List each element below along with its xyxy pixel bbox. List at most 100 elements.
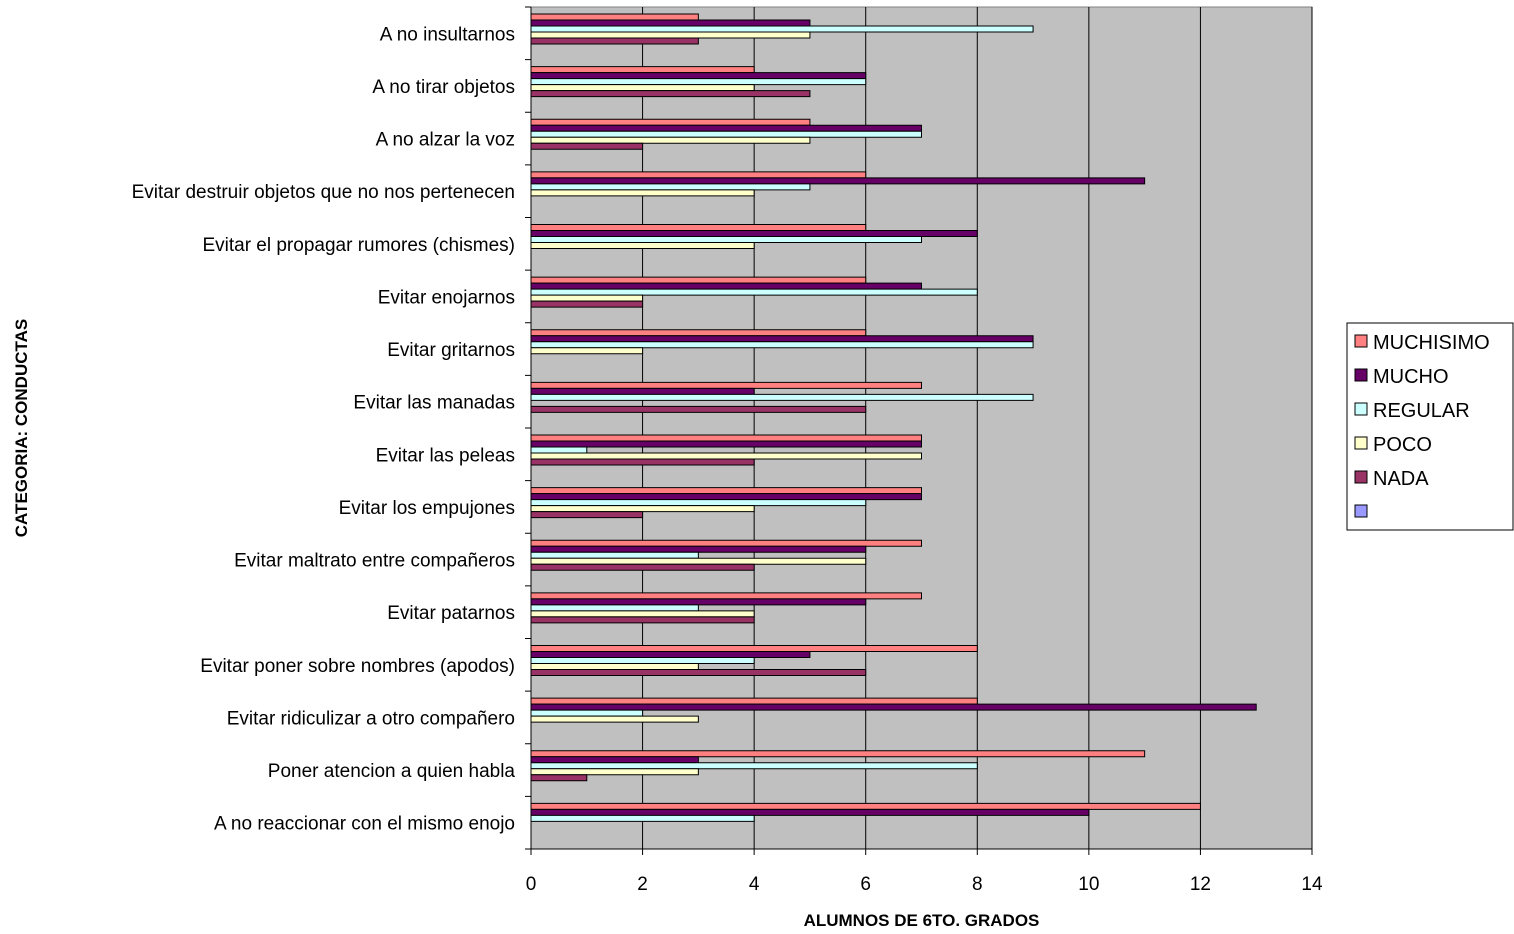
- category-label: Evitar las manadas: [353, 393, 515, 414]
- bar: [530, 604, 699, 612]
- bar: [530, 651, 811, 658]
- legend-swatch: [1354, 504, 1368, 518]
- x-tick-label: 8: [972, 874, 983, 895]
- bar: [530, 171, 867, 179]
- bar: [530, 84, 755, 92]
- bar: [530, 276, 867, 284]
- bar: [530, 31, 811, 39]
- category-label: Evitar enojarnos: [378, 287, 515, 308]
- bar: [530, 434, 922, 442]
- bar: [530, 808, 1090, 816]
- category-label: Evitar destruir objetos que no nos perte…: [132, 182, 515, 203]
- x-tick-label: 10: [1078, 874, 1099, 895]
- bar: [530, 592, 922, 600]
- bar: [530, 224, 867, 231]
- category-label: Evitar gritarnos: [387, 340, 515, 361]
- bar: [530, 768, 699, 776]
- bar: [530, 347, 644, 355]
- bar: [530, 37, 699, 45]
- bar: [530, 177, 1146, 185]
- legend-label: NADA: [1373, 468, 1429, 490]
- bar: [530, 300, 644, 308]
- bar: [530, 645, 978, 652]
- category-label: Evitar patarnos: [387, 603, 515, 624]
- bar: [530, 329, 867, 337]
- bar: [530, 458, 755, 466]
- bar: [530, 90, 811, 98]
- bar: [530, 405, 867, 413]
- legend-label: POCO: [1373, 434, 1432, 456]
- category-label: A no tirar objetos: [372, 77, 515, 98]
- category-label: Evitar el propagar rumores (chismes): [202, 235, 515, 256]
- x-tick-labels: 0 2 4 6 8 10 12 14: [526, 874, 1323, 895]
- legend-swatch: [1354, 402, 1368, 416]
- legend-box: [1346, 322, 1514, 531]
- bar: [530, 697, 978, 705]
- category-label: Evitar las peleas: [376, 445, 515, 466]
- bar: [530, 242, 755, 249]
- bar: [530, 25, 1034, 33]
- bar: [530, 446, 588, 454]
- bar: [530, 657, 755, 664]
- bar: [530, 762, 978, 770]
- bar: [530, 230, 978, 237]
- legend-label: MUCHISIMO: [1373, 332, 1490, 354]
- bar: [530, 341, 1034, 349]
- category-label: Evitar ridiculizar a otro compañero: [227, 708, 515, 729]
- bar-marks: [530, 13, 1257, 822]
- bar: [530, 487, 922, 495]
- bar: [530, 598, 867, 606]
- bar: [530, 381, 922, 389]
- bar: [530, 13, 699, 21]
- bar: [530, 703, 1257, 711]
- bar: [530, 189, 755, 197]
- bar: [530, 282, 922, 290]
- bar: [530, 750, 1146, 758]
- y-axis-title: CATEGORIA: CONDUCTAS: [12, 319, 31, 537]
- category-labels: A no insultarnos A no tirar objetos A no a…: [132, 24, 516, 834]
- bar: [530, 78, 867, 86]
- bar: [530, 183, 811, 191]
- bar: [530, 557, 867, 565]
- legend-swatch: [1354, 334, 1368, 348]
- bar: [530, 118, 811, 126]
- x-axis-title: ALUMNOS DE 6TO. GRADOS: [804, 911, 1040, 930]
- bar: [530, 539, 922, 547]
- bar: [530, 616, 755, 624]
- legend-label: MUCHO: [1373, 366, 1449, 388]
- bar: [530, 130, 922, 138]
- bar: [530, 142, 644, 150]
- bar: [530, 563, 755, 571]
- category-label: Evitar poner sobre nombres (apodos): [200, 656, 515, 677]
- bar: [530, 774, 588, 782]
- bar: [530, 802, 1201, 810]
- axes: [525, 6, 1313, 855]
- category-label: A no alzar la voz: [376, 130, 515, 151]
- bar: [530, 511, 644, 519]
- bar: [530, 551, 699, 559]
- bar: [530, 709, 644, 717]
- bar: [530, 440, 922, 448]
- bar: [530, 493, 922, 501]
- bar: [530, 288, 978, 296]
- legend-label: REGULAR: [1373, 400, 1470, 422]
- legend-swatch: [1354, 470, 1368, 484]
- bar: [530, 335, 1034, 343]
- legend-swatch: [1354, 368, 1368, 382]
- bar: [530, 715, 699, 723]
- bar: [530, 499, 867, 507]
- bar: [530, 545, 867, 553]
- bar: [530, 814, 755, 822]
- legend: MUCHISIMO MUCHO REGULAR POCO NADA: [1346, 322, 1514, 531]
- category-label: Evitar maltrato entre compañeros: [234, 551, 515, 572]
- category-label: Evitar los empujones: [339, 498, 515, 519]
- bar: [530, 663, 699, 670]
- x-tick-label: 2: [637, 874, 648, 895]
- category-label: A no insultarnos: [380, 24, 515, 45]
- bar: [530, 756, 699, 764]
- bar: [530, 66, 755, 74]
- bar: [530, 236, 922, 243]
- category-label: Poner atencion a quien habla: [268, 761, 516, 782]
- bar: [530, 294, 644, 302]
